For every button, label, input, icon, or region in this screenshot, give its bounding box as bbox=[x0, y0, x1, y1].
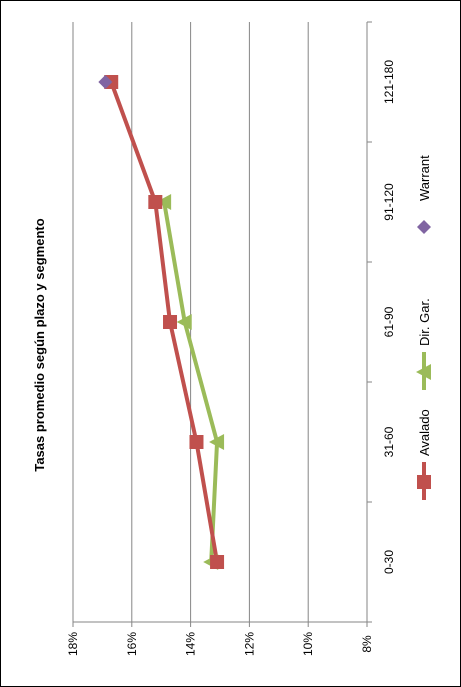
category-tick-label: 91-120 bbox=[382, 183, 396, 221]
square-marker bbox=[189, 435, 203, 449]
category-tick-label: 31-60 bbox=[382, 426, 396, 457]
value-tick-label: 8% bbox=[360, 635, 374, 653]
category-tick-label: 121-180 bbox=[382, 60, 396, 104]
square-marker bbox=[210, 555, 224, 569]
legend-label: Dir. Gar. bbox=[417, 298, 432, 346]
chart-title: Tasas promedio según plazo y segmento bbox=[32, 218, 47, 471]
category-tick-label: 0-30 bbox=[382, 550, 396, 574]
square-marker bbox=[148, 195, 162, 209]
diamond-marker bbox=[417, 220, 431, 234]
value-tick-label: 16% bbox=[125, 632, 139, 656]
square-marker bbox=[417, 475, 431, 489]
series bbox=[98, 75, 224, 570]
legend-label: Avalado bbox=[417, 409, 432, 456]
legend-label: Warrant bbox=[417, 155, 432, 201]
value-tick-label: 12% bbox=[242, 632, 256, 656]
gridlines bbox=[73, 22, 367, 622]
value-tick-label: 18% bbox=[66, 632, 80, 656]
legend: Avalado Dir. Gar. Warrant bbox=[416, 155, 432, 500]
legend-item: Dir. Gar. bbox=[416, 298, 432, 390]
category-tick-label: 61-90 bbox=[382, 306, 396, 337]
square-marker bbox=[163, 315, 177, 329]
legend-item: Warrant bbox=[417, 155, 432, 234]
legend-item: Avalado bbox=[417, 409, 432, 500]
axes bbox=[73, 22, 372, 627]
value-tick-label: 10% bbox=[301, 632, 315, 656]
value-tick-label: 14% bbox=[184, 632, 198, 656]
